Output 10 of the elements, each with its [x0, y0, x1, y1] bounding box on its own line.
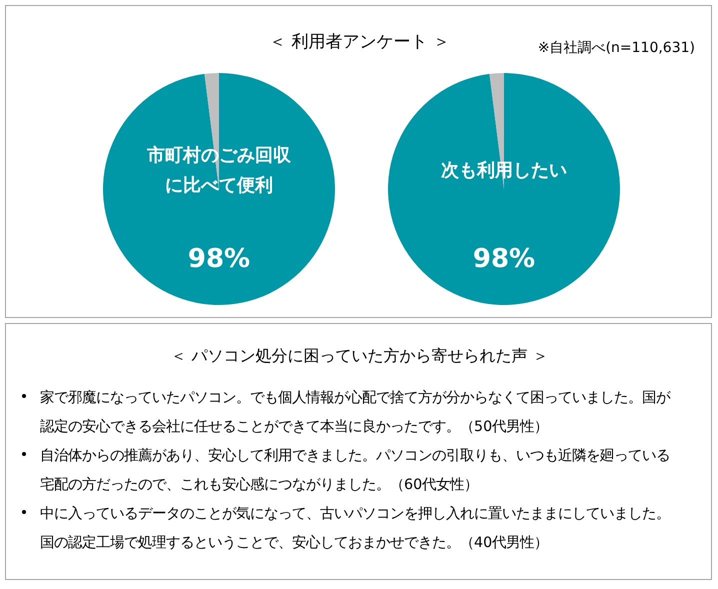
data-label: 98%	[472, 244, 536, 274]
text: ※自社調べ(n=110,631)	[538, 39, 695, 57]
pie-slice	[388, 73, 620, 305]
pie-slice	[103, 73, 335, 305]
text: ＜ パソコン処分に困っていた方から寄せられた声 ＞	[169, 346, 550, 367]
data-label: 98%	[186, 244, 252, 274]
chart-title: ＜ 利用者アンケート ＞	[269, 32, 450, 52]
text: 家で邪魔になっていたパソコン。でも個人情報が心配で捨て方が分からなくて困っていました。国が認定の安心できる会社に任せることができて本当に良かったです。（50代男性）	[40, 388, 672, 437]
text: 中に入っているデータのことが気になって、古いパソコンを押し入れに置いたままにしていました。国の認定工場で処理するということで、安心しておまかせできた。（40代男性）	[40, 505, 671, 553]
text: 自治体からの推薦があり、安心して利用できました。パソコンの引取りも、いつも近隣を廻っている宅配の方だったので、これも安心感につながりました。（60代女性）	[40, 446, 671, 495]
